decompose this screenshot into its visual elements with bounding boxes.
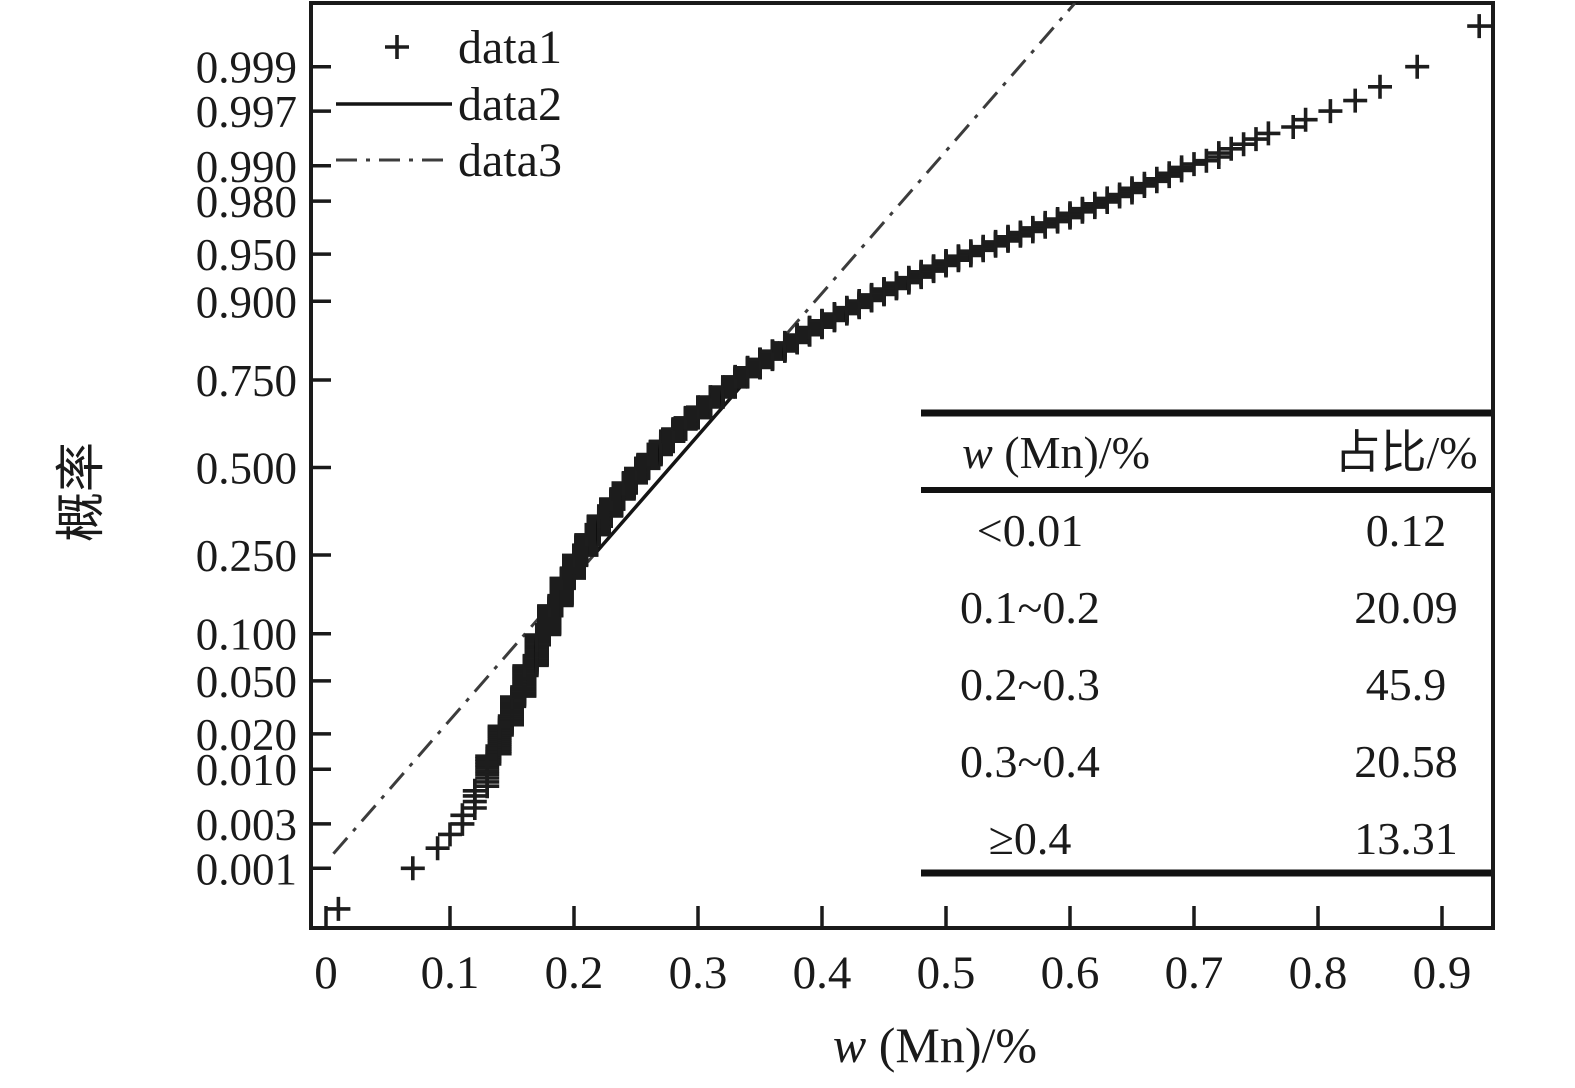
table-cell-percentage: 20.58 (1354, 736, 1458, 787)
y-tick-label: 0.050 (196, 657, 297, 707)
table-row: <0.01 0.12 (977, 505, 1446, 556)
y-tick-label: 0.020 (196, 710, 297, 760)
x-tick-label: 0 (314, 947, 338, 999)
data1-plus-marker (398, 854, 427, 883)
table-header-col1-symbol: w (962, 427, 993, 478)
data1-plus-marker (1316, 97, 1345, 125)
x-tick-label: 0.1 (421, 947, 480, 999)
y-tick-label: 0.980 (196, 177, 297, 227)
data1-plus-marker (1242, 125, 1270, 153)
table-rows: <0.01 0.12 0.1~0.2 20.09 0.2~0.3 45.9 0.3~0.4 2… (960, 505, 1458, 864)
table-cell-percentage: 45.9 (1366, 659, 1447, 710)
x-tick-label: 0.2 (545, 947, 604, 999)
x-axis-title: w (Mn)/% (833, 1017, 1037, 1073)
data1-plus-marker (1403, 52, 1431, 81)
x-tick-label: 0.6 (1041, 947, 1100, 999)
y-tick-label: 0.003 (196, 800, 297, 850)
table-header-col2: 占比/% (1334, 427, 1477, 478)
y-tick-label: 0.100 (196, 610, 297, 660)
y-tick-label: 0.990 (196, 142, 297, 192)
data1-plus-marker (423, 834, 452, 863)
legend-data2-label: data2 (458, 78, 562, 131)
x-axis-title-symbol: w (833, 1017, 866, 1073)
y-tick-label: 0.900 (196, 277, 297, 327)
legend: data1 data2 data3 (336, 21, 562, 187)
x-tick-label: 0.5 (917, 947, 976, 999)
data1-plus-marker (1366, 73, 1394, 101)
table-cell-range: ≥0.4 (989, 813, 1072, 864)
table-cell-range: 0.2~0.3 (960, 659, 1100, 710)
data1-plus-marker (1465, 12, 1493, 40)
x-axis-title-units: (Mn)/% (866, 1017, 1037, 1073)
x-axis-ticks: 0 0.1 0.2 0.3 0.4 0.5 0.6 0.7 0.8 0.9 (314, 906, 1471, 999)
table-cell-range: <0.01 (977, 505, 1083, 556)
table-row: 0.1~0.2 20.09 (960, 582, 1458, 633)
table-cell-percentage: 0.12 (1366, 505, 1447, 556)
x-tick-label: 0.3 (669, 947, 728, 999)
table-cell-range: 0.1~0.2 (960, 582, 1100, 633)
x-tick-label: 0.7 (1165, 947, 1224, 999)
x-tick-label: 0.9 (1413, 947, 1472, 999)
data1-plus-marker (1180, 150, 1208, 178)
y-tick-label: 0.010 (196, 745, 297, 795)
plot-area-border (309, 1, 1495, 930)
table-row: ≥0.4 13.31 (989, 813, 1458, 864)
data1-plus-marker (1229, 130, 1258, 158)
table-cell-percentage: 20.09 (1354, 582, 1458, 633)
data1-plus-marker (1254, 119, 1283, 148)
table-row: 0.2~0.3 45.9 (960, 659, 1446, 710)
table-cell-range: 0.3~0.4 (960, 736, 1100, 787)
inset-table: w (Mn)/% 占比/% <0.01 0.12 0.1~0.2 20.09 0.2~0… (921, 409, 1491, 877)
y-tick-label: 0.750 (196, 356, 297, 406)
x-tick-label: 0.8 (1289, 947, 1348, 999)
data1-plus-marker (324, 895, 353, 923)
data1-plus-marker (436, 820, 464, 849)
legend-data1-label: data1 (458, 21, 562, 74)
y-axis-title: 概率 (53, 442, 109, 542)
x-tick-label: 0.4 (793, 947, 852, 999)
data1-plus-marker (1341, 86, 1369, 115)
legend-data1-plus-marker (383, 33, 411, 61)
plot-series (324, 3, 1493, 923)
y-tick-label: 0.999 (196, 43, 297, 93)
table-cell-percentage: 13.31 (1354, 813, 1458, 864)
data2-fit-line (592, 378, 748, 557)
y-tick-label: 0.500 (196, 444, 297, 494)
y-tick-label: 0.950 (196, 230, 297, 280)
table-header-col1: w (Mn)/% (962, 427, 1150, 478)
legend-data3-label: data3 (458, 134, 562, 187)
y-tick-label: 0.250 (196, 531, 297, 581)
y-tick-label: 0.001 (196, 844, 297, 894)
table-header-col1-units: (Mn)/% (993, 427, 1150, 478)
table-row: 0.3~0.4 20.58 (960, 736, 1458, 787)
y-tick-label: 0.997 (196, 87, 297, 137)
